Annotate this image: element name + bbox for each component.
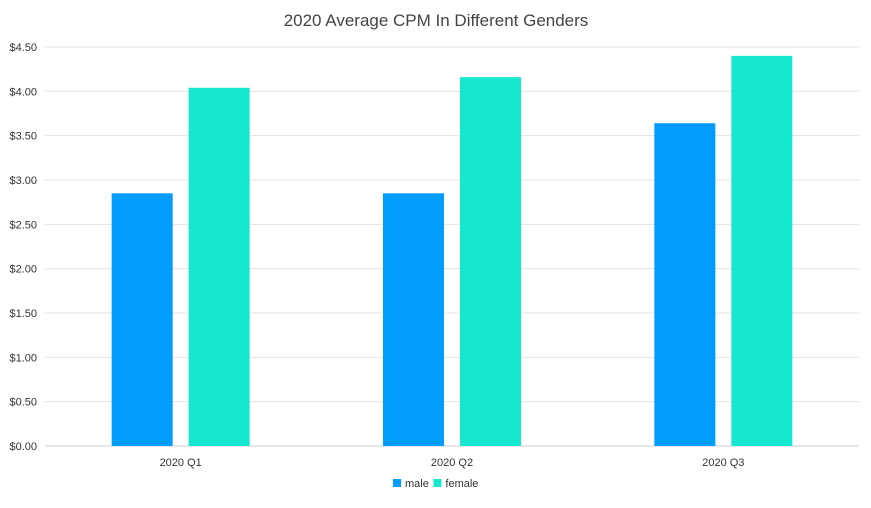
legend-label: male	[405, 478, 429, 490]
y-tick-label: $0.00	[9, 441, 37, 453]
y-tick-label: $3.50	[9, 131, 37, 143]
legend-label: female	[445, 478, 478, 490]
grid-layer: $0.00 $0.50 $1.00 $1.50 $2.00 $2.50 $3.00 $3.50…	[9, 42, 859, 453]
legend-swatch	[433, 479, 442, 487]
y-tick-label: $4.00	[9, 86, 37, 98]
y-tick-label: $0.50	[9, 397, 37, 409]
y-tick-label: $3.00	[9, 175, 37, 187]
y-tick-label: $2.00	[9, 264, 37, 276]
x-axis-labels: 2020 Q1 2020 Q2 2020 Q3	[160, 457, 745, 469]
y-tick-label: $1.00	[9, 352, 37, 364]
x-tick-label: 2020 Q2	[431, 457, 473, 469]
y-tick-label: $2.50	[9, 219, 37, 231]
bar-layer	[111, 55, 793, 447]
bar-female-2020-q1	[188, 87, 250, 446]
legend-item-female[interactable]: female	[433, 478, 478, 490]
legend-item-male[interactable]: male	[393, 478, 429, 490]
bar-male-2020-q3	[654, 123, 716, 447]
bar-female-2020-q2	[460, 77, 521, 446]
bar-male-2020-q1	[111, 193, 173, 446]
y-tick-label: $4.50	[9, 42, 37, 54]
bar-female-2020-q3	[731, 55, 793, 446]
bar-male-2020-q2	[383, 193, 444, 446]
x-tick-label: 2020 Q1	[160, 457, 202, 469]
legend: male female	[393, 478, 478, 490]
y-tick-label: $1.50	[9, 308, 37, 320]
legend-swatch	[393, 479, 401, 487]
x-tick-label: 2020 Q3	[702, 457, 744, 469]
chart-title: 2020 Average CPM In Different Genders	[284, 11, 589, 30]
